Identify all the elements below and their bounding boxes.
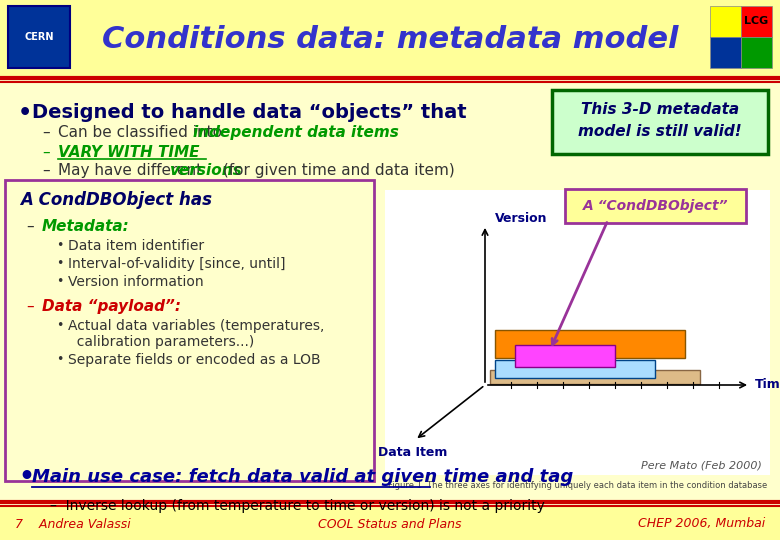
Text: VARY WITH TIME: VARY WITH TIME xyxy=(58,145,200,160)
FancyBboxPatch shape xyxy=(710,6,741,37)
Text: –: – xyxy=(42,145,50,160)
FancyBboxPatch shape xyxy=(552,90,768,154)
Text: Designed to handle data “objects” that: Designed to handle data “objects” that xyxy=(32,103,466,122)
Text: Time: Time xyxy=(755,379,780,392)
Text: •: • xyxy=(56,239,63,252)
Text: Main use case: fetch data valid at given time and tag: Main use case: fetch data valid at given… xyxy=(32,468,573,486)
Text: A “CondDBObject”: A “CondDBObject” xyxy=(583,199,729,213)
Text: This 3-D metadata: This 3-D metadata xyxy=(581,103,739,118)
Text: COOL Status and Plans: COOL Status and Plans xyxy=(318,517,462,530)
FancyBboxPatch shape xyxy=(710,37,741,68)
Text: –: – xyxy=(26,299,34,314)
Text: –: – xyxy=(42,163,50,178)
Text: Conditions data: metadata model: Conditions data: metadata model xyxy=(101,24,679,53)
Text: •: • xyxy=(18,465,34,489)
Text: •: • xyxy=(18,103,32,123)
Text: Data Item: Data Item xyxy=(378,447,448,460)
Text: CERN: CERN xyxy=(24,32,54,42)
FancyBboxPatch shape xyxy=(741,37,772,68)
FancyBboxPatch shape xyxy=(495,330,685,358)
Text: Version: Version xyxy=(495,212,548,225)
Text: versions: versions xyxy=(169,163,242,178)
Text: Can be classified into: Can be classified into xyxy=(58,125,227,140)
Text: model is still valid!: model is still valid! xyxy=(578,125,742,139)
Text: –  Inverse lookup (from temperature to time or version) is not a priority: – Inverse lookup (from temperature to ti… xyxy=(50,499,545,513)
Text: –: – xyxy=(26,219,34,234)
Text: 7    Andrea Valassi: 7 Andrea Valassi xyxy=(15,517,131,530)
FancyBboxPatch shape xyxy=(0,0,780,78)
FancyBboxPatch shape xyxy=(741,6,772,37)
Text: Interval-of-validity [since, until]: Interval-of-validity [since, until] xyxy=(68,257,285,271)
FancyBboxPatch shape xyxy=(495,360,655,378)
Text: A CondDBObject has: A CondDBObject has xyxy=(20,191,212,209)
Text: •: • xyxy=(56,353,63,366)
FancyBboxPatch shape xyxy=(490,370,700,384)
Text: Figure 1  The three axes for identifying uniquely each data item in the conditio: Figure 1 The three axes for identifying … xyxy=(388,481,767,490)
Text: •: • xyxy=(56,319,63,332)
Text: May have different: May have different xyxy=(58,163,207,178)
Text: Separate fields or encoded as a LOB: Separate fields or encoded as a LOB xyxy=(68,353,321,367)
FancyBboxPatch shape xyxy=(5,180,374,481)
Text: Data “payload”:: Data “payload”: xyxy=(42,299,181,314)
Text: –: – xyxy=(42,125,50,140)
Text: independent data items: independent data items xyxy=(193,125,399,140)
Text: Actual data variables (temperatures,: Actual data variables (temperatures, xyxy=(68,319,324,333)
Text: Version information: Version information xyxy=(68,275,204,289)
Text: Pere Mato (Feb 2000): Pere Mato (Feb 2000) xyxy=(641,460,762,470)
Text: calibration parameters...): calibration parameters...) xyxy=(68,335,254,349)
FancyBboxPatch shape xyxy=(8,6,70,68)
FancyBboxPatch shape xyxy=(565,189,746,223)
FancyBboxPatch shape xyxy=(0,506,780,540)
Text: •: • xyxy=(56,275,63,288)
Text: (for given time and data item): (for given time and data item) xyxy=(218,163,455,178)
Text: •: • xyxy=(56,257,63,270)
Text: Data item identifier: Data item identifier xyxy=(68,239,204,253)
Text: CHEP 2006, Mumbai: CHEP 2006, Mumbai xyxy=(638,517,765,530)
Text: Metadata:: Metadata: xyxy=(42,219,129,234)
FancyBboxPatch shape xyxy=(385,190,770,475)
FancyBboxPatch shape xyxy=(515,345,615,367)
Text: LCG: LCG xyxy=(744,16,768,26)
